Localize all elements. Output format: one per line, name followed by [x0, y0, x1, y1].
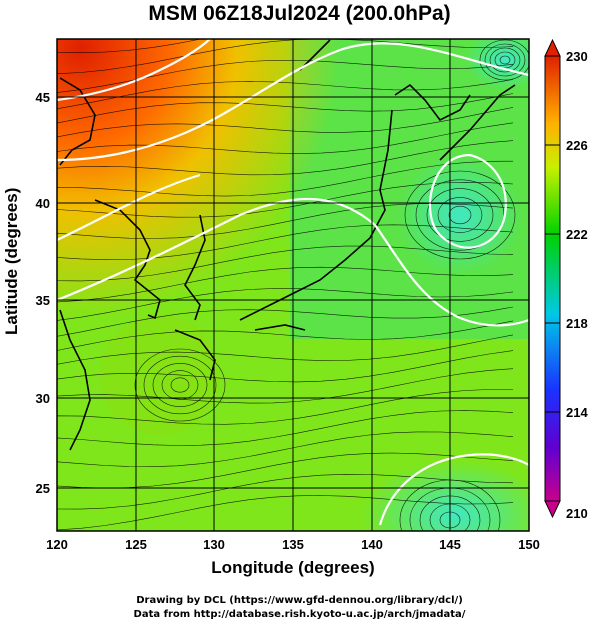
x-tick-label: 130: [203, 537, 225, 552]
streamline: [161, 370, 199, 400]
streamline: [57, 203, 514, 239]
streamline: [479, 39, 529, 81]
y-tick-label: 30: [36, 391, 50, 406]
streamline: [437, 197, 483, 233]
streamline: [409, 487, 491, 531]
streamline: [57, 334, 514, 368]
colorbar-tick-label: 210: [566, 506, 588, 521]
streamline: [57, 93, 514, 124]
streamline: [448, 205, 472, 225]
credit-drawing: Drawing by DCL (https://www.gfd-dennou.o…: [136, 595, 463, 606]
streamline: [439, 511, 461, 529]
x-tick-label: 150: [518, 537, 540, 552]
streamline: [57, 39, 203, 54]
contours: [57, 39, 529, 526]
y-tick-label: 45: [36, 90, 50, 105]
streamline: [57, 410, 514, 446]
colorbar: 230 226 222 218 214 210: [544, 38, 588, 521]
map-title: MSM 06Z18Jul2024 (200.0hPa): [148, 2, 451, 25]
grid-lines: [56, 38, 530, 532]
streamline: [499, 55, 511, 65]
colorbar-tick-label: 214: [566, 405, 588, 420]
x-tick-label: 140: [361, 537, 383, 552]
streamline: [57, 288, 514, 321]
colorbar-tick-label: 222: [566, 227, 588, 242]
streamline: [489, 47, 521, 73]
streamline: [57, 389, 513, 425]
streamline: [57, 431, 514, 468]
streamline: [57, 495, 514, 531]
streamline: [399, 479, 501, 531]
streamline: [57, 306, 514, 337]
x-tick-label: 125: [125, 537, 147, 552]
colorbar-tick-label: 218: [566, 316, 588, 331]
streamline: [429, 503, 471, 531]
streamline: [57, 140, 514, 178]
colorbar-tick-label: 230: [566, 49, 588, 64]
streamline: [57, 473, 514, 510]
x-axis-label: Longitude (degrees): [211, 558, 375, 577]
streamline: [152, 363, 208, 407]
streamline: [57, 368, 514, 406]
streamline: [57, 107, 514, 140]
streamline: [57, 60, 514, 93]
y-tick-label: 35: [36, 293, 50, 308]
x-tick-labels: 120 125 130 135 140 145 150: [46, 537, 540, 552]
y-tick-label: 25: [36, 481, 50, 496]
streamline: [484, 43, 526, 77]
coastlines: [59, 39, 516, 451]
x-tick-label: 120: [46, 537, 68, 552]
x-tick-label: 135: [282, 537, 304, 552]
x-tick-label: 145: [439, 537, 461, 552]
y-tick-labels: 25 30 35 40 45: [36, 90, 50, 496]
streamline: [143, 355, 217, 415]
colorbar-tick-label: 226: [566, 138, 588, 153]
y-tick-label: 40: [36, 196, 50, 211]
streamline: [57, 160, 514, 197]
streamline: [57, 350, 514, 387]
streamline: [57, 79, 514, 110]
streamline: [57, 320, 514, 351]
streamline: [404, 170, 516, 260]
streamline: [170, 377, 190, 393]
streamline: [57, 266, 514, 303]
streamline: [57, 245, 514, 282]
streamline: [134, 348, 226, 422]
streamline: [419, 495, 481, 531]
streamline: [57, 39, 514, 75]
credit-data: Data from http://database.rish.kyoto-u.a…: [133, 609, 466, 620]
streamline: [57, 122, 514, 159]
